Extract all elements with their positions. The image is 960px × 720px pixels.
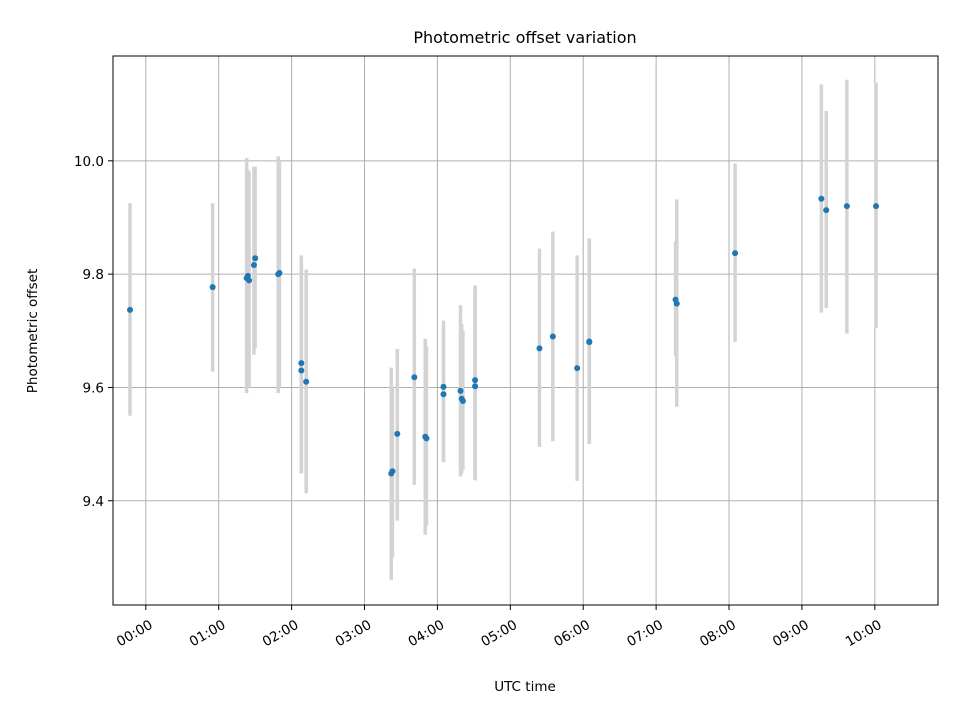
data-point — [472, 383, 479, 390]
x-tick-label: 07:00 — [624, 617, 666, 650]
grid-lines — [113, 56, 938, 605]
y-tick-label: 10.0 — [74, 154, 104, 170]
error-bars — [128, 79, 878, 581]
data-point — [823, 207, 830, 214]
data-point — [818, 195, 825, 202]
data-point — [423, 435, 430, 442]
data-point — [586, 339, 593, 346]
data-point — [209, 284, 216, 291]
data-point — [574, 365, 581, 372]
data-point — [673, 300, 680, 307]
y-axis-label: Photometric offset — [25, 269, 41, 393]
data-point — [873, 203, 880, 210]
x-tick-label: 04:00 — [406, 617, 448, 650]
plot-frame — [112, 55, 939, 606]
x-tick-label: 05:00 — [478, 617, 520, 650]
data-point — [732, 250, 739, 257]
data-point — [457, 387, 464, 394]
data-point — [843, 203, 850, 210]
x-tick-label: 00:00 — [114, 617, 156, 650]
chart-title: Photometric offset variation — [413, 28, 636, 47]
data-point — [276, 269, 283, 276]
data-point — [298, 367, 305, 374]
x-tick-label: 08:00 — [697, 617, 739, 650]
x-tick-label: 10:00 — [843, 617, 885, 650]
data-point — [303, 378, 310, 385]
data-point — [252, 255, 259, 262]
data-point — [472, 377, 479, 384]
data-point — [127, 306, 134, 313]
data-point — [298, 360, 305, 367]
x-tick-label: 03:00 — [333, 617, 375, 650]
y-tick-label: 9.8 — [83, 267, 104, 283]
y-tick-label: 9.6 — [83, 380, 104, 396]
data-point — [389, 468, 396, 475]
data-points — [127, 195, 880, 477]
data-point — [440, 391, 447, 398]
x-axis-label: UTC time — [494, 679, 556, 695]
data-point — [440, 383, 447, 390]
data-point — [549, 333, 556, 340]
x-tick-label: 02:00 — [260, 617, 302, 650]
data-point — [394, 430, 401, 437]
x-axis-ticks: 00:00 01:00 02:00 03:00 04:00 05:00 06:00 07:00… — [114, 605, 885, 650]
data-point — [536, 345, 543, 352]
data-point — [411, 374, 418, 381]
x-tick-label: 01:00 — [187, 617, 229, 650]
data-point — [244, 272, 251, 279]
x-tick-label: 09:00 — [770, 617, 812, 650]
data-point — [459, 398, 466, 405]
x-tick-label: 06:00 — [551, 617, 593, 650]
data-point — [250, 262, 257, 269]
data-point — [246, 277, 253, 284]
y-tick-label: 9.4 — [83, 494, 104, 510]
y-axis-ticks: 9.4 9.6 9.8 10.0 — [74, 154, 113, 510]
